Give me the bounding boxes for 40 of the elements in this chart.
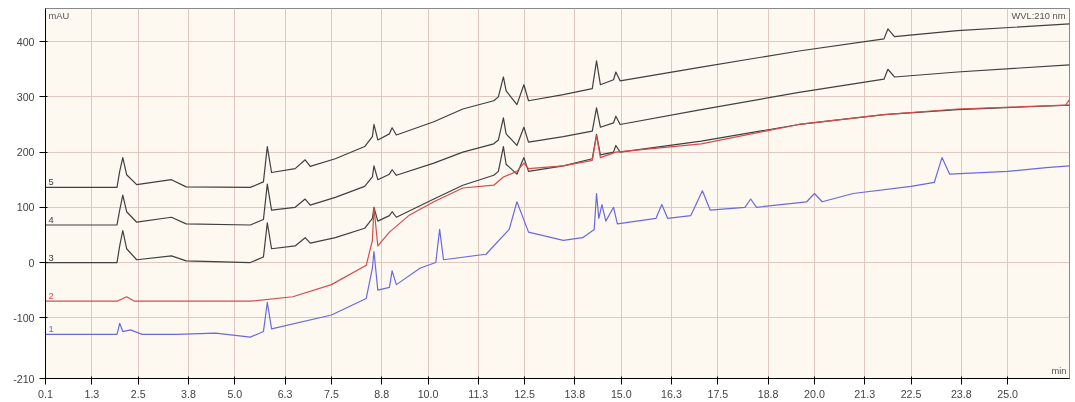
y-tick-label: 100 xyxy=(16,201,35,214)
x-tick-label: 6.3 xyxy=(277,387,293,400)
y-tick-label: 0 xyxy=(28,256,35,269)
x-tick-label: 16.3 xyxy=(661,387,682,400)
series-label: 5 xyxy=(48,177,54,188)
line-series xyxy=(45,64,1070,226)
series-label: 3 xyxy=(48,252,54,263)
x-tick-label: 15.0 xyxy=(610,387,632,400)
x-tick-label: 20.0 xyxy=(804,387,825,400)
x-tick-label: 1.3 xyxy=(84,387,100,400)
x-tick-label: 5.0 xyxy=(227,387,243,400)
x-tick-label: 23.8 xyxy=(950,387,972,400)
series-label: 4 xyxy=(48,214,54,225)
y-tick-label: -100 xyxy=(13,311,35,324)
x-tick-label: 11.3 xyxy=(468,387,489,400)
series-label: 1 xyxy=(48,324,54,335)
y-tick-label: 200 xyxy=(16,146,35,159)
y-tick-label: 400 xyxy=(16,35,35,48)
line-series xyxy=(45,23,1070,189)
x-tick-label: 21.3 xyxy=(854,387,876,400)
y-axis-title: mAU xyxy=(48,10,70,21)
x-tick-label: 25.0 xyxy=(997,387,1019,400)
x-axis-title: min xyxy=(1051,365,1067,376)
x-tick-label: 18.8 xyxy=(757,387,779,400)
x-tick-label: 3.8 xyxy=(181,387,196,400)
x-tick-label: 7.5 xyxy=(324,387,339,400)
x-tick-label: 10.0 xyxy=(417,387,439,400)
x-tick-label: 12.5 xyxy=(514,387,536,400)
x-tick-label: 0.1 xyxy=(38,387,53,400)
x-tick-label: 2.5 xyxy=(130,387,146,400)
x-tick-label: 22.5 xyxy=(900,387,922,400)
y-tick-label: -210 xyxy=(13,372,35,385)
x-tick-label: 17.5 xyxy=(707,387,729,400)
y-tick-label: 300 xyxy=(16,90,35,103)
x-tick-label: 8.8 xyxy=(374,387,390,400)
line-series xyxy=(45,157,1070,338)
annotation: WVL:210 nm xyxy=(1011,10,1066,21)
x-tick-label: 13.8 xyxy=(564,387,586,400)
series-label: 2 xyxy=(48,291,54,302)
line-series xyxy=(45,99,1070,302)
